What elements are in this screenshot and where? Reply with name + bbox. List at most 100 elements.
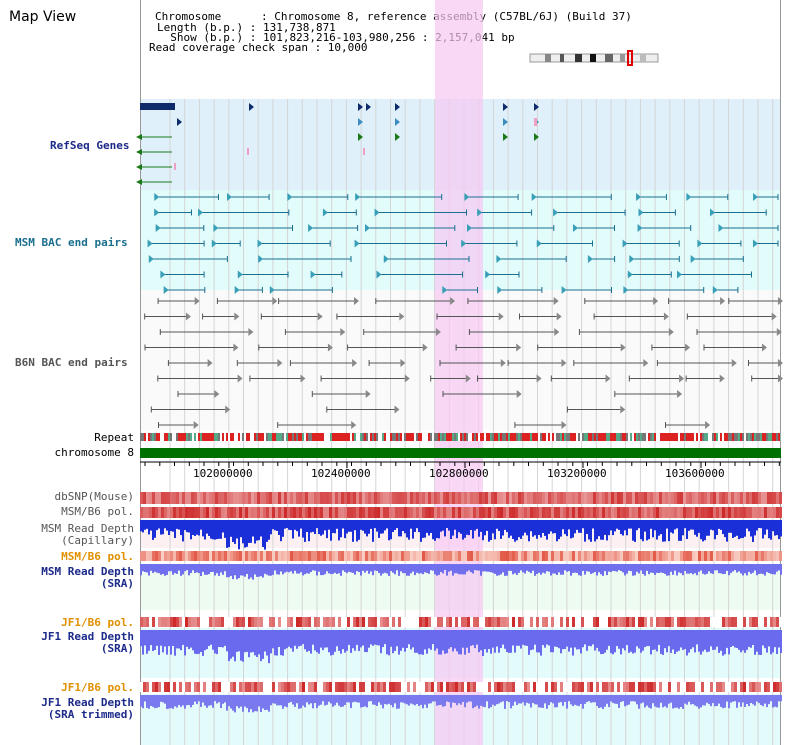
heat-cell bbox=[470, 507, 473, 518]
heat-cell bbox=[296, 551, 299, 561]
depth-bar bbox=[524, 564, 526, 574]
heat-cell bbox=[383, 492, 386, 504]
heat-cell bbox=[761, 492, 764, 504]
depth-bar bbox=[370, 630, 372, 645]
heat-cell bbox=[551, 507, 554, 518]
depth-bar bbox=[382, 630, 384, 647]
heat-cell bbox=[215, 507, 218, 518]
jf1-sra-depth[interactable] bbox=[140, 630, 782, 664]
track-label-b6n-bac[interactable]: B6N BAC end pairs bbox=[15, 356, 128, 369]
heat-cell bbox=[725, 617, 728, 627]
repeat-segment bbox=[550, 433, 552, 441]
depth-bar bbox=[662, 520, 664, 542]
heat-cell bbox=[194, 492, 197, 504]
repeat-segment bbox=[316, 433, 318, 441]
refseq-genes[interactable] bbox=[136, 103, 539, 185]
depth-bar bbox=[672, 564, 674, 575]
depth-bar bbox=[224, 695, 226, 703]
depth-bar bbox=[354, 695, 356, 702]
track-label-msm-bac[interactable]: MSM BAC end pairs bbox=[15, 236, 128, 249]
heat-cell bbox=[368, 551, 371, 561]
depth-bar bbox=[206, 695, 208, 708]
heat-cell bbox=[704, 682, 707, 692]
depth-bar bbox=[394, 695, 396, 704]
jf1-b6-pol-heat-track[interactable] bbox=[140, 617, 782, 627]
repeat-track[interactable] bbox=[140, 433, 781, 441]
depth-bar bbox=[616, 564, 618, 572]
repeat-segment bbox=[152, 433, 154, 441]
jf1-trimmed-depth[interactable] bbox=[140, 695, 782, 713]
depth-bar bbox=[346, 564, 348, 574]
depth-bar bbox=[750, 630, 752, 648]
msm-b6-pol-heat-track[interactable] bbox=[140, 507, 782, 518]
jf1-b6-pol-heat-track-2[interactable] bbox=[140, 682, 782, 692]
repeat-segment bbox=[664, 433, 666, 441]
msm-b6-pol-heat-track-2[interactable] bbox=[140, 551, 782, 561]
heat-cell bbox=[491, 492, 494, 504]
depth-bar bbox=[270, 520, 272, 535]
depth-bar bbox=[382, 520, 384, 534]
heat-cell bbox=[605, 507, 608, 518]
heat-cell bbox=[401, 492, 404, 504]
depth-bar bbox=[376, 520, 378, 532]
depth-bar bbox=[652, 630, 654, 650]
dbsnp-heat-track[interactable] bbox=[140, 492, 782, 504]
depth-bar bbox=[212, 695, 214, 708]
depth-bar bbox=[472, 630, 474, 646]
heat-cell bbox=[653, 617, 656, 627]
chromosome-bar[interactable] bbox=[140, 448, 781, 458]
depth-bar bbox=[738, 695, 740, 703]
depth-bar bbox=[302, 630, 304, 645]
depth-bar bbox=[704, 564, 706, 575]
gene-arrow bbox=[136, 134, 142, 140]
heat-cell bbox=[458, 507, 461, 518]
heat-cell bbox=[140, 492, 143, 504]
heat-cell bbox=[341, 617, 344, 627]
heat-cell bbox=[455, 492, 458, 504]
heat-cell bbox=[347, 492, 350, 504]
heat-cell bbox=[284, 507, 287, 518]
depth-bar bbox=[420, 564, 422, 574]
msm-sra-depth[interactable] bbox=[140, 564, 782, 580]
heat-cell bbox=[584, 492, 587, 504]
b6n-bac-pairs[interactable] bbox=[144, 297, 783, 429]
depth-bar bbox=[292, 630, 294, 652]
heat-cell bbox=[488, 492, 491, 504]
depth-bar bbox=[710, 564, 712, 574]
heat-cell bbox=[533, 617, 536, 627]
repeat-segment bbox=[180, 433, 182, 441]
heat-cell bbox=[449, 492, 452, 504]
heat-cell bbox=[284, 617, 287, 627]
repeat-segment bbox=[432, 433, 434, 441]
heat-cell bbox=[542, 617, 545, 627]
depth-bar bbox=[546, 630, 548, 645]
depth-bar bbox=[264, 564, 266, 574]
msm-bac-pairs[interactable] bbox=[147, 193, 779, 294]
depth-bar bbox=[202, 564, 204, 572]
heat-cell bbox=[404, 617, 407, 627]
heat-cell bbox=[482, 551, 485, 561]
heat-cell bbox=[470, 492, 473, 504]
heat-cell bbox=[308, 492, 311, 504]
heat-cell bbox=[347, 682, 350, 692]
depth-bar bbox=[256, 695, 258, 712]
repeat-segment bbox=[174, 433, 176, 441]
heat-cell bbox=[641, 682, 644, 692]
depth-bar bbox=[170, 520, 172, 532]
depth-bar bbox=[250, 520, 252, 543]
depth-bar bbox=[690, 564, 692, 574]
heat-cell bbox=[242, 682, 245, 692]
chromosome-ideogram[interactable] bbox=[529, 50, 659, 66]
repeat-segment bbox=[290, 433, 292, 441]
depth-bar bbox=[438, 630, 440, 655]
track-label-refseq[interactable]: RefSeq Genes bbox=[50, 139, 130, 152]
msm-capillary-depth[interactable] bbox=[140, 520, 782, 550]
depth-bar bbox=[248, 695, 250, 713]
repeat-segment bbox=[696, 433, 698, 441]
heat-cell bbox=[722, 551, 725, 561]
depth-bar bbox=[142, 630, 144, 655]
depth-bar bbox=[686, 695, 688, 705]
depth-bar bbox=[498, 520, 500, 531]
heat-cell bbox=[683, 617, 686, 627]
